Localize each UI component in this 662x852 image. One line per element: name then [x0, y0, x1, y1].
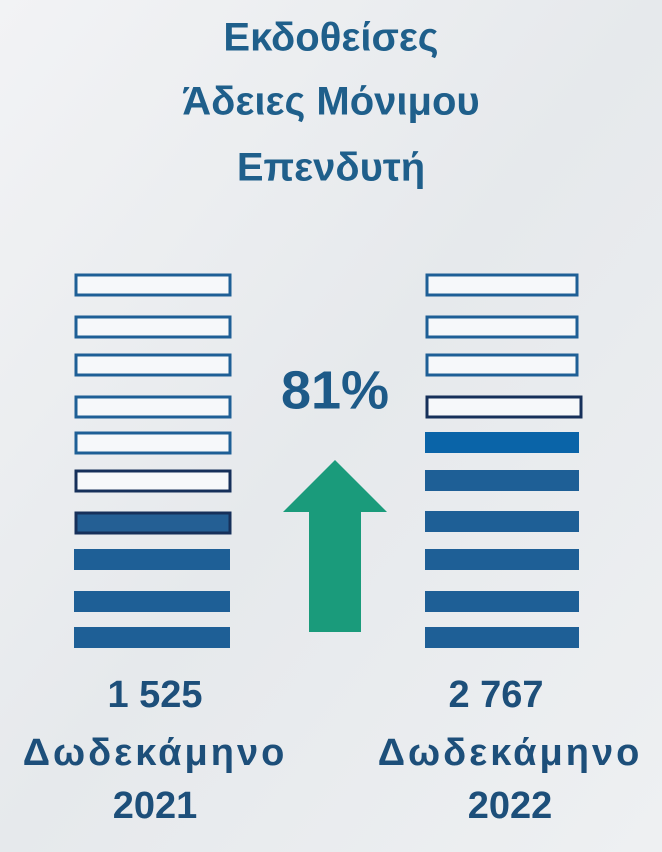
- title-line: Επενδυτή: [237, 146, 425, 190]
- up-arrow: [283, 460, 387, 632]
- bar-icon: [425, 511, 579, 532]
- bar-icon: [74, 395, 232, 419]
- bar-icon: [74, 627, 230, 648]
- period-value: 1 525: [107, 674, 202, 716]
- bar-icon: [425, 627, 579, 648]
- bar-icon: [425, 470, 579, 491]
- bar-icon: [425, 395, 583, 419]
- bar-icon: [425, 315, 579, 339]
- bar-icon: [74, 511, 232, 535]
- title-line: Εκδοθείσες: [223, 16, 438, 60]
- bar-icon: [74, 315, 232, 339]
- change-percent: 81%: [281, 360, 389, 420]
- period-label: Δωδεκάμηνο: [23, 732, 288, 774]
- left-stack: [74, 273, 232, 648]
- bar-icon: [425, 432, 579, 453]
- bar-icon: [425, 273, 579, 297]
- period-label: Δωδεκάμηνο: [378, 732, 643, 774]
- period-year: 2021: [113, 785, 198, 827]
- period-year: 2022: [468, 785, 553, 827]
- bar-icon: [74, 591, 230, 612]
- bar-icon: [425, 549, 579, 570]
- period-value: 2 767: [448, 674, 543, 716]
- bar-icon: [425, 591, 579, 612]
- bar-icon: [425, 353, 579, 377]
- bar-icon: [74, 431, 232, 455]
- bar-icon: [74, 549, 230, 570]
- title-line: Άδειες Μόνιμου: [182, 80, 479, 124]
- bar-icon: [74, 469, 232, 493]
- bar-icon: [74, 273, 232, 297]
- right-stack: [425, 273, 583, 648]
- bar-icon: [74, 353, 232, 377]
